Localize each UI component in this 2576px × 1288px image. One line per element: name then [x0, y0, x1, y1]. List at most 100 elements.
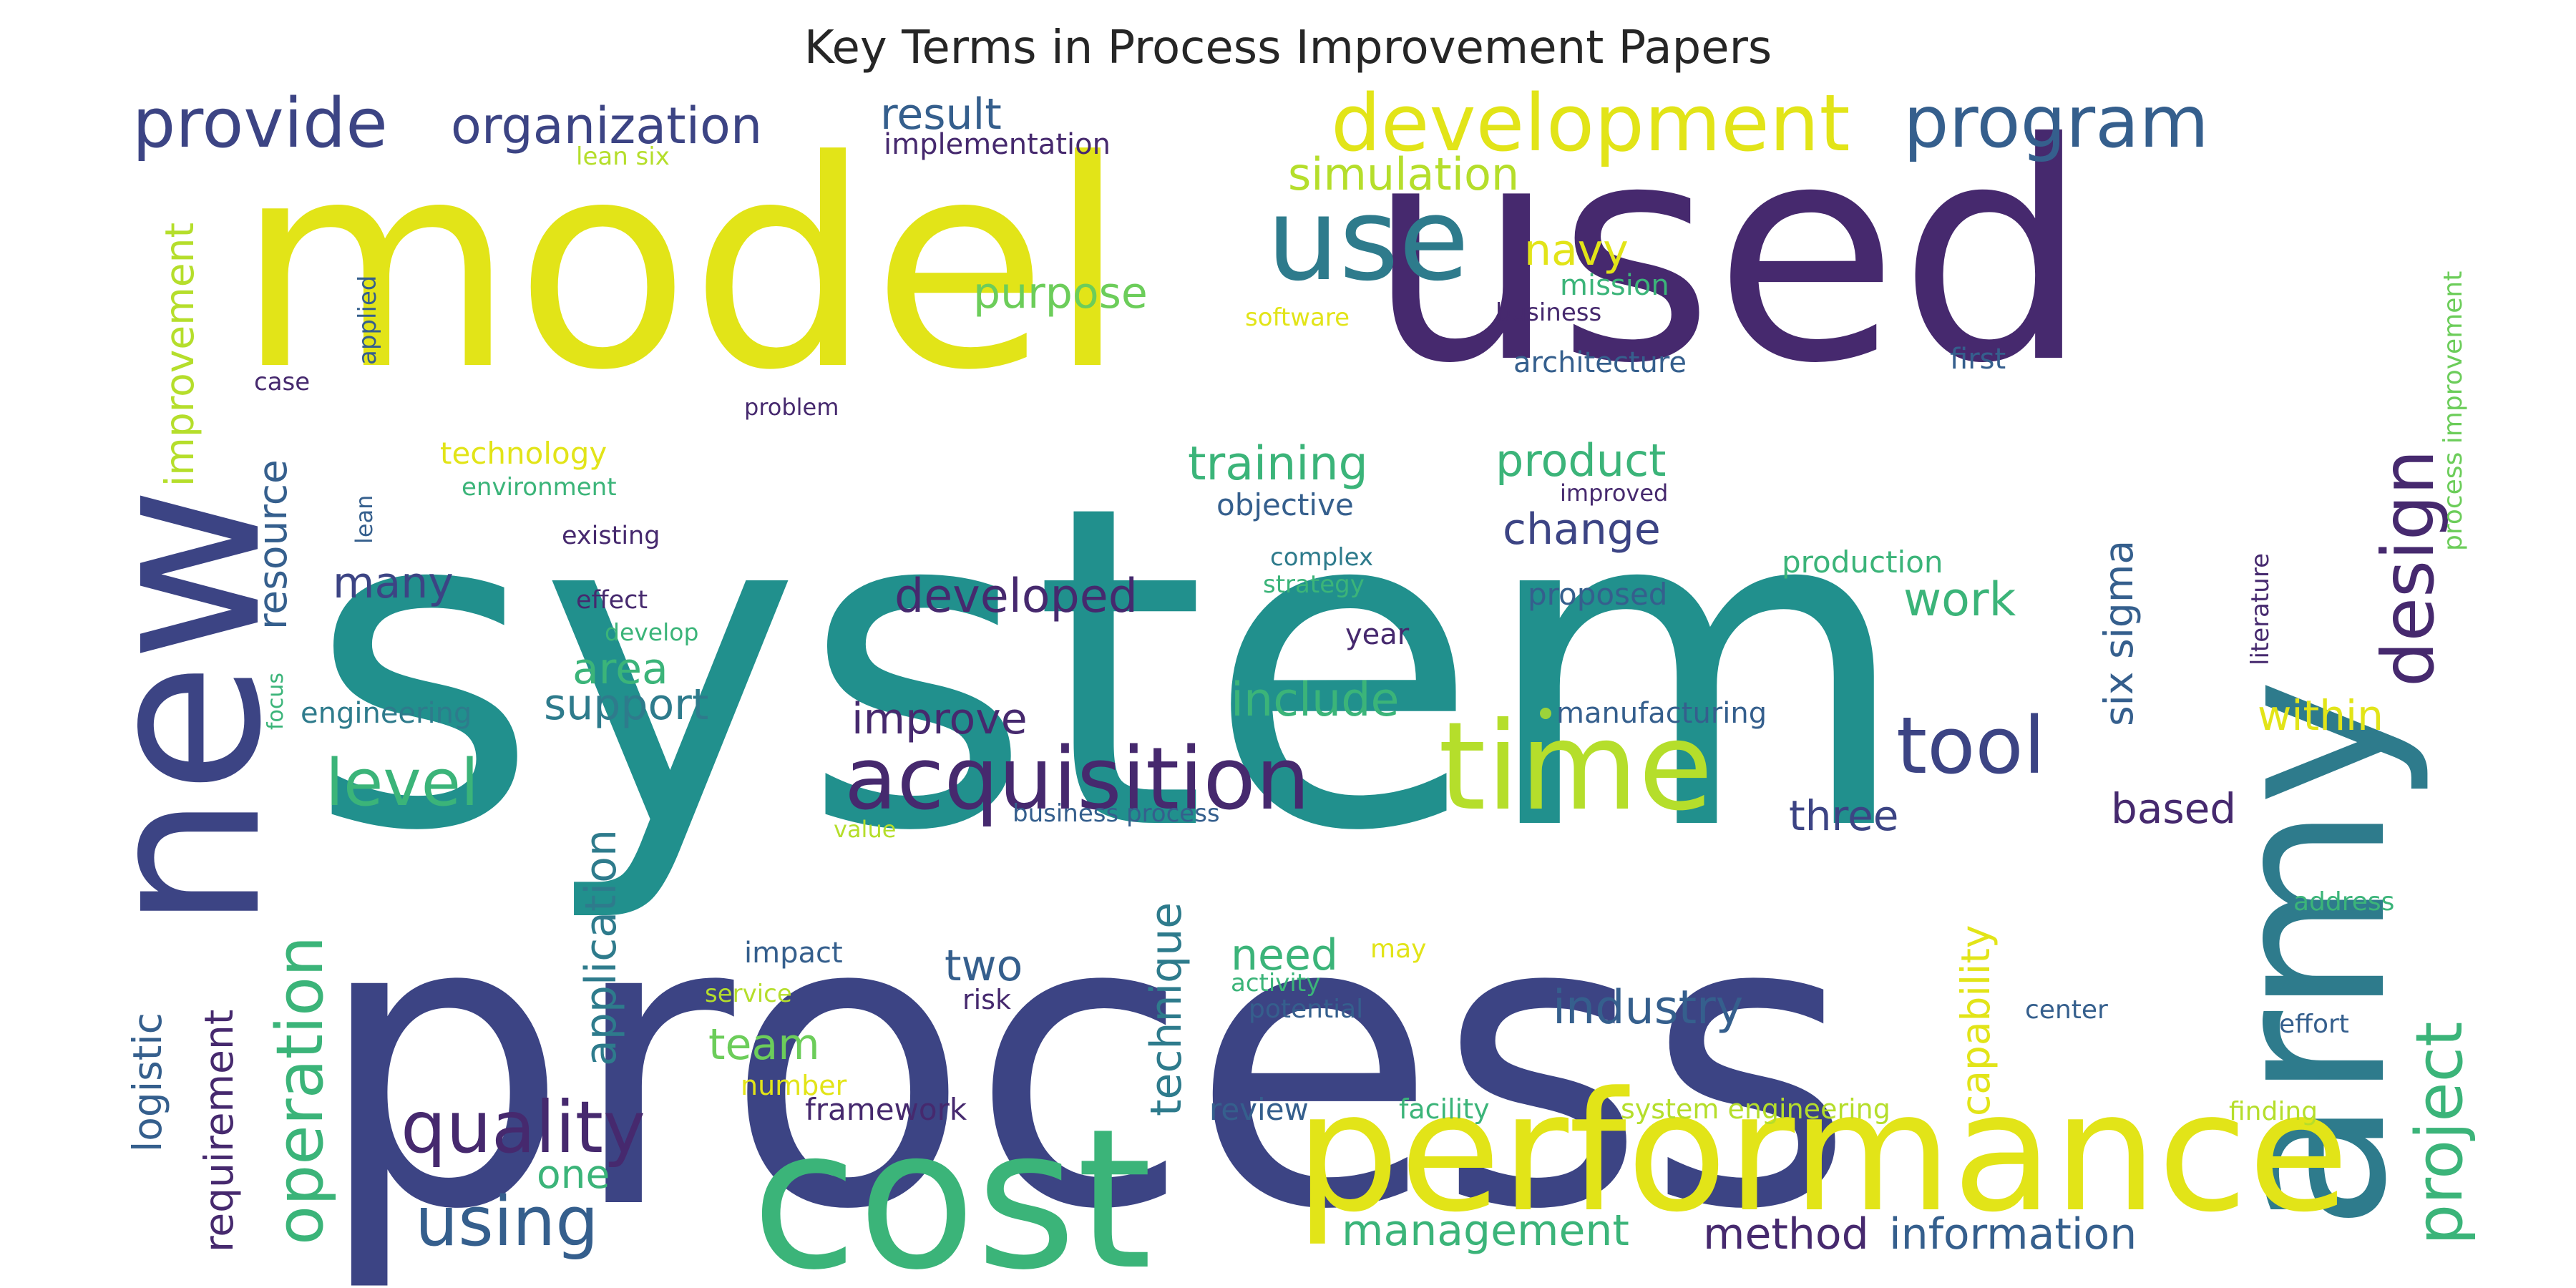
- word-improved: improved: [1560, 479, 1668, 507]
- word-service: service: [705, 980, 792, 1008]
- chart-title: Key Terms in Process Improvement Papers: [804, 21, 1772, 74]
- word-review: review: [1209, 1092, 1309, 1127]
- word-acquisition: acquisition: [844, 730, 1310, 829]
- word-facility: facility: [1399, 1093, 1490, 1125]
- word-literature: literature: [2246, 553, 2275, 665]
- word-management: management: [1342, 1206, 1629, 1256]
- word-improvement: improvement: [157, 223, 203, 487]
- word-activity: activity: [1231, 969, 1320, 997]
- word-level: level: [326, 746, 479, 821]
- word-case: case: [254, 368, 310, 396]
- word-used: used: [1367, 79, 2089, 429]
- word-center: center: [2025, 995, 2108, 1025]
- word-process: process: [315, 831, 1855, 1288]
- word-development: development: [1331, 77, 1850, 169]
- word-within: within: [2258, 691, 2384, 740]
- word-complex: complex: [1270, 543, 1373, 572]
- word-army: army: [2184, 678, 2434, 1231]
- word-project: project: [2402, 1022, 2477, 1245]
- word-engineering: engineering: [301, 697, 472, 730]
- word-application: application: [576, 829, 626, 1066]
- word-existing: existing: [562, 522, 660, 550]
- word-navy: navy: [1524, 225, 1629, 275]
- word-business: business: [1496, 298, 1601, 327]
- word-industry: industry: [1553, 981, 1743, 1035]
- word-lean: lean: [351, 495, 378, 544]
- word-work: work: [1903, 573, 2016, 627]
- word-applied: applied: [353, 275, 382, 365]
- word-provide: provide: [132, 84, 388, 163]
- word-lean-six: lean six: [576, 142, 670, 171]
- word-many: many: [333, 558, 454, 608]
- word-implementation: implementation: [884, 128, 1111, 161]
- word-operation: operation: [263, 936, 338, 1245]
- word-simulation: simulation: [1288, 148, 1519, 200]
- word-business-process: business process: [1013, 799, 1220, 828]
- word-system: system: [308, 412, 1911, 928]
- word-objective: objective: [1216, 487, 1354, 522]
- word-training: training: [1188, 437, 1368, 491]
- word-information: information: [1889, 1209, 2137, 1259]
- word-number: number: [741, 1070, 847, 1101]
- word-strategy: strategy: [1263, 570, 1365, 599]
- word-based: based: [2111, 784, 2236, 833]
- word-manufacturing: manufacturing: [1556, 697, 1767, 730]
- word-time: time: [1438, 696, 1713, 838]
- word-six-sigma: six sigma: [2096, 540, 2142, 726]
- word-production: production: [1782, 545, 1943, 580]
- word-organization: organization: [451, 97, 762, 155]
- word-environment: environment: [462, 473, 617, 502]
- word-risk: risk: [962, 984, 1011, 1015]
- word-value: value: [834, 816, 896, 843]
- word-product: product: [1496, 434, 1666, 487]
- word-year: year: [1345, 618, 1410, 651]
- word-develop: develop: [605, 618, 698, 646]
- word-may: may: [1370, 935, 1426, 964]
- word-logistic: logistic: [125, 1013, 170, 1152]
- word-area: area: [572, 644, 668, 694]
- word-technique: technique: [1141, 902, 1191, 1116]
- word-include: include: [1231, 673, 1400, 727]
- word-process-improvement: process improvement: [2439, 271, 2468, 551]
- word-system-engineering: system engineering: [1621, 1093, 1890, 1125]
- word-three: three: [1789, 791, 1898, 840]
- word-method: method: [1703, 1209, 1869, 1259]
- word-program: program: [1903, 80, 2209, 164]
- word-requirement: requirement: [196, 1010, 242, 1252]
- word-improve: improve: [852, 694, 1028, 744]
- word-performance: performance: [1295, 1058, 2349, 1249]
- word-use: use: [1267, 172, 1469, 306]
- word-result: result: [880, 89, 1002, 140]
- word-proposed: proposed: [1528, 577, 1667, 612]
- word-first: first: [1950, 343, 2006, 376]
- word-architecture: architecture: [1513, 346, 1687, 379]
- word-mission: mission: [1560, 269, 1669, 302]
- word-quality: quality: [401, 1085, 645, 1169]
- decor-dot: [1540, 708, 1551, 719]
- word-effect: effect: [576, 586, 648, 615]
- word-focus: focus: [263, 673, 288, 730]
- word-two: two: [945, 941, 1023, 991]
- word-problem: problem: [744, 394, 839, 421]
- word-design: design: [2366, 449, 2450, 687]
- word-one: one: [537, 1151, 610, 1197]
- word-change: change: [1503, 504, 1661, 555]
- word-resource: resource: [250, 459, 296, 630]
- word-cost: cost: [751, 1087, 1152, 1288]
- word-impact: impact: [744, 937, 843, 970]
- word-model: model: [236, 100, 1128, 433]
- word-team: team: [708, 1020, 820, 1070]
- word-purpose: purpose: [973, 268, 1148, 318]
- word-using: using: [415, 1183, 599, 1262]
- word-technology: technology: [440, 436, 607, 471]
- word-developed: developed: [894, 570, 1138, 623]
- word-new: new: [59, 487, 308, 930]
- word-potential: potential: [1249, 995, 1363, 1024]
- word-effort: effort: [2279, 1010, 2349, 1039]
- word-support: support: [544, 680, 708, 730]
- word-software: software: [1245, 303, 1350, 332]
- word-address: address: [2293, 887, 2394, 917]
- word-capability: capability: [1953, 925, 1999, 1116]
- word-tool: tool: [1896, 700, 2045, 791]
